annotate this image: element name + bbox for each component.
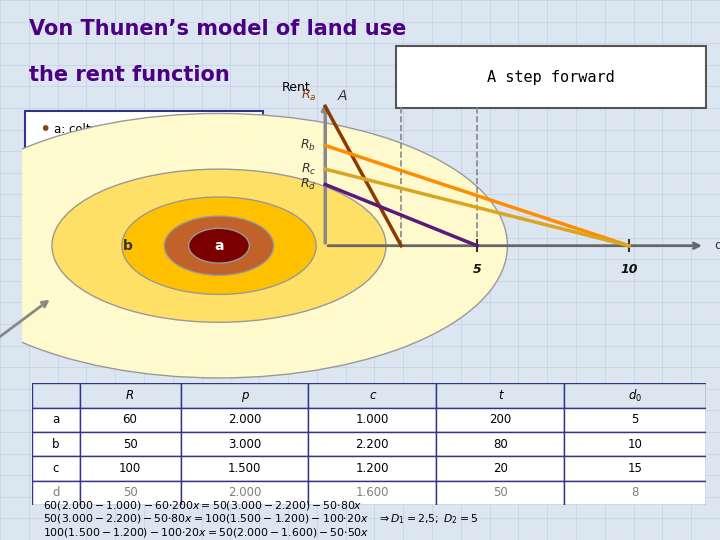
Text: 10: 10 <box>620 263 638 276</box>
Bar <box>181 432 308 456</box>
Text: 15: 15 <box>627 462 642 475</box>
Text: 50: 50 <box>493 486 508 500</box>
Bar <box>79 383 181 408</box>
Text: 5: 5 <box>473 263 482 276</box>
Text: $R_c$: $R_c$ <box>301 161 316 177</box>
Bar <box>32 432 79 456</box>
Bar <box>79 408 181 432</box>
Text: 60: 60 <box>122 413 138 427</box>
Ellipse shape <box>0 113 508 378</box>
Text: 100: 100 <box>119 462 141 475</box>
Text: $d_0$: $d_0$ <box>628 388 642 403</box>
Text: 1.000: 1.000 <box>356 413 389 427</box>
Text: d: d <box>53 486 60 500</box>
Text: 1.500: 1.500 <box>228 462 261 475</box>
Text: 2.000: 2.000 <box>228 486 261 500</box>
Bar <box>181 408 308 432</box>
Bar <box>181 481 308 505</box>
Text: t: t <box>498 389 503 402</box>
Bar <box>79 481 181 505</box>
Text: 5: 5 <box>631 413 639 427</box>
Bar <box>79 456 181 481</box>
Bar <box>564 383 706 408</box>
Bar <box>308 456 436 481</box>
Ellipse shape <box>164 216 274 275</box>
Bar <box>32 408 79 432</box>
Bar <box>181 383 308 408</box>
Bar <box>564 432 706 456</box>
Text: Rent: Rent <box>282 82 310 94</box>
Text: $R_a$: $R_a$ <box>301 88 316 103</box>
Text: the rent function: the rent function <box>29 65 230 85</box>
Bar <box>308 408 436 432</box>
Text: $100(1.500-1.200)-100{\cdot}20x = 50(2.000-1.600)-50{\cdot}50x$: $100(1.500-1.200)-100{\cdot}20x = 50(2.0… <box>42 526 369 539</box>
Bar <box>564 481 706 505</box>
Text: A step forward: A step forward <box>487 70 615 85</box>
Bar <box>564 456 706 481</box>
Text: a: colture a: a: colture a <box>54 123 121 136</box>
Text: Von Thunen’s model of land use: Von Thunen’s model of land use <box>29 19 406 39</box>
Bar <box>308 383 436 408</box>
Ellipse shape <box>189 228 249 263</box>
Text: 3.000: 3.000 <box>228 437 261 451</box>
Text: $50(3.000-2.200)-50{\cdot}80x = 100(1.500-1.200)-100{\cdot}20x\quad \Rightarrow : $50(3.000-2.200)-50{\cdot}80x = 100(1.50… <box>42 512 478 526</box>
Bar <box>436 481 564 505</box>
Text: A: A <box>338 89 347 103</box>
Text: $R_b$: $R_b$ <box>300 138 316 153</box>
Text: b: b <box>123 239 132 253</box>
Bar <box>436 408 564 432</box>
Text: •: • <box>40 120 51 139</box>
Bar <box>32 383 79 408</box>
FancyBboxPatch shape <box>25 111 263 211</box>
Text: a: a <box>215 239 224 253</box>
Text: •: • <box>40 181 51 201</box>
Text: 1.200: 1.200 <box>356 462 389 475</box>
Text: 2.000: 2.000 <box>228 413 261 427</box>
Text: 50: 50 <box>122 437 138 451</box>
Text: 1.600: 1.600 <box>356 486 389 500</box>
Text: $R_d$: $R_d$ <box>300 177 316 192</box>
Bar <box>32 456 79 481</box>
Ellipse shape <box>52 169 386 322</box>
Text: $60(2.000-1.000)-60{\cdot}200x = 50(3.000-2.200)-50{\cdot}80x$: $60(2.000-1.000)-60{\cdot}200x = 50(3.00… <box>42 499 362 512</box>
Text: •: • <box>40 151 51 170</box>
Ellipse shape <box>122 197 316 294</box>
Text: b: colture b: b: colture b <box>54 154 122 167</box>
Bar <box>32 481 79 505</box>
Text: 8: 8 <box>631 486 639 500</box>
Text: 50: 50 <box>122 486 138 500</box>
Text: 10: 10 <box>627 437 642 451</box>
Text: b: b <box>53 437 60 451</box>
Bar <box>308 432 436 456</box>
Text: 2.200: 2.200 <box>356 437 389 451</box>
Bar <box>564 408 706 432</box>
Text: c: c <box>53 462 59 475</box>
FancyBboxPatch shape <box>396 46 706 108</box>
Bar <box>308 481 436 505</box>
Bar <box>181 456 308 481</box>
Text: R: R <box>126 389 134 402</box>
Text: p: p <box>240 389 248 402</box>
Text: c: c <box>369 389 376 402</box>
Bar <box>79 432 181 456</box>
Bar <box>436 456 564 481</box>
Bar <box>436 383 564 408</box>
Text: distance: distance <box>714 239 720 252</box>
Text: c: colture c: c: colture c <box>54 185 120 198</box>
Text: 20: 20 <box>492 462 508 475</box>
Bar <box>436 432 564 456</box>
Text: a: a <box>53 413 60 427</box>
Text: 200: 200 <box>489 413 511 427</box>
Text: 80: 80 <box>493 437 508 451</box>
